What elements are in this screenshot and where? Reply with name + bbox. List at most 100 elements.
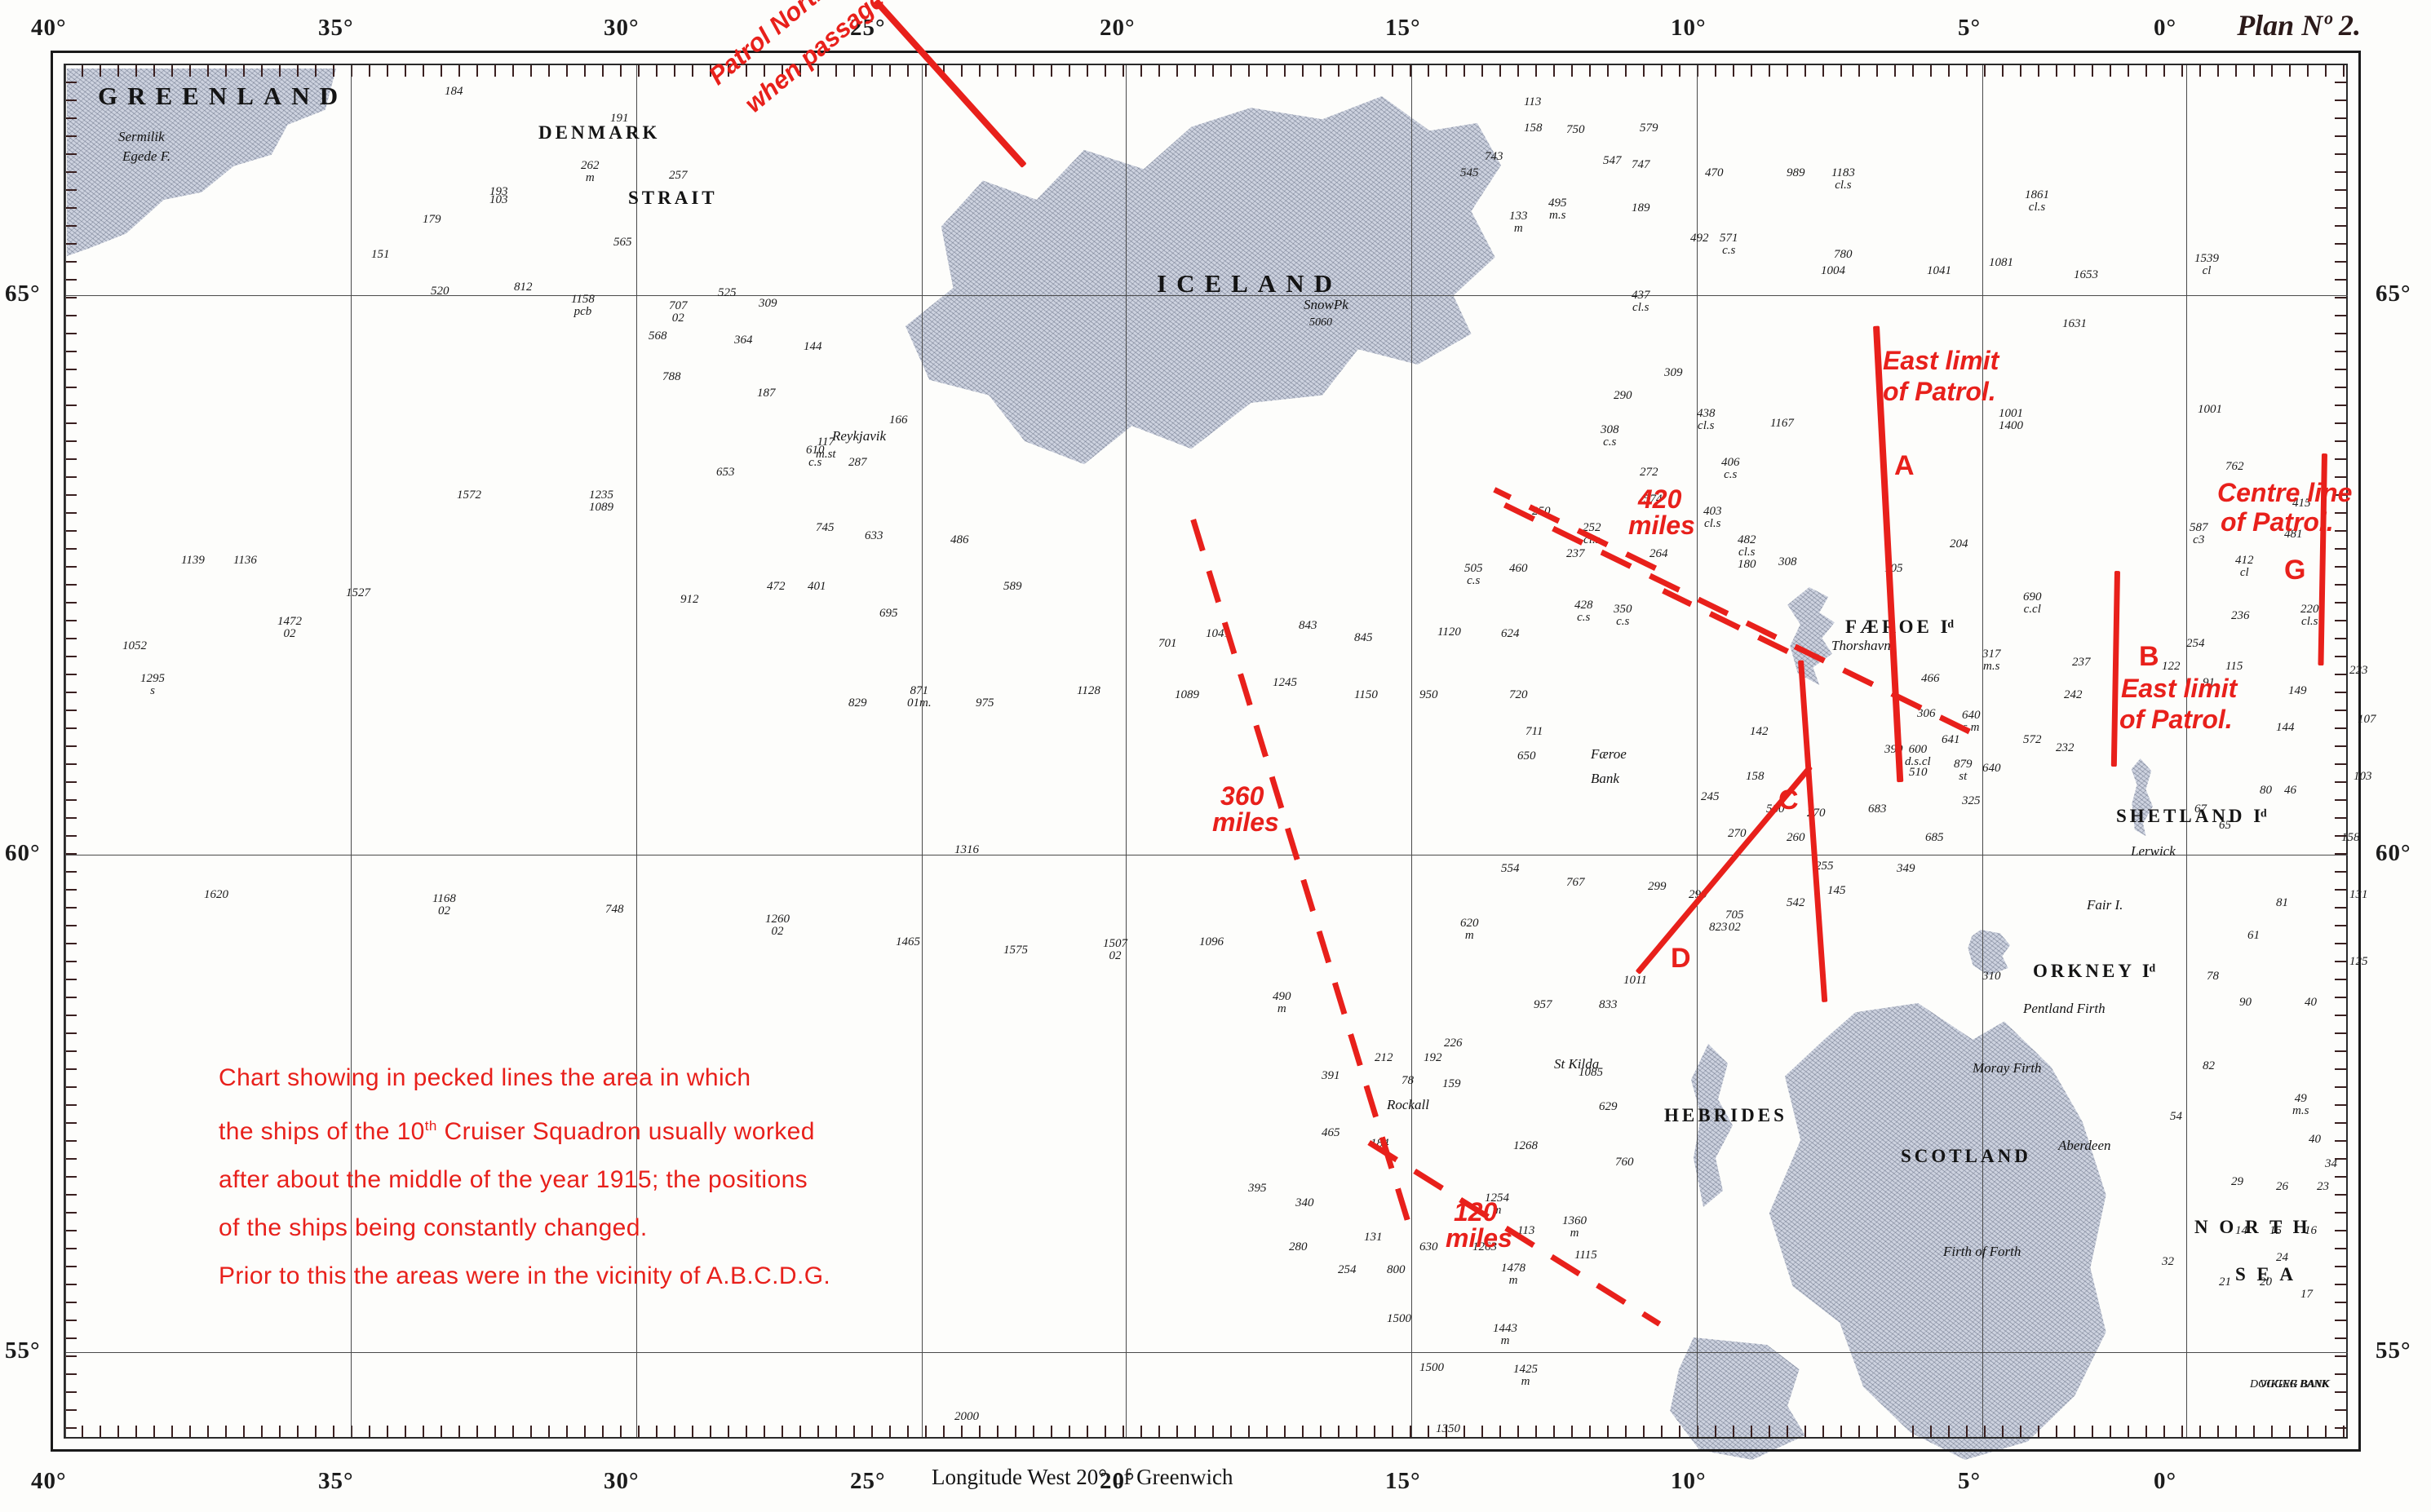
lon-label-top-0: 0°: [2154, 15, 2177, 41]
sounding-value: 1085: [1579, 1066, 1603, 1079]
place-label-lerwick: Lerwick: [2131, 843, 2176, 859]
lon-label-bottom-35: 35°: [318, 1468, 354, 1494]
sounding-value: 308: [1778, 555, 1797, 568]
sounding-value: 707 02: [669, 299, 688, 325]
sounding-value: 472: [767, 580, 786, 593]
sounding-value: 545: [1460, 166, 1479, 179]
sounding-value: 950: [1419, 688, 1438, 701]
sounding-value: 720: [1509, 688, 1528, 701]
sounding-value: 1539 cl: [2194, 252, 2219, 278]
sounding-value: 1472 02: [277, 615, 302, 641]
sounding-value: 103: [489, 193, 508, 206]
meridian-10w: [1697, 65, 1698, 1437]
sounding-value: 633: [865, 529, 883, 542]
sounding-value: 747: [1632, 158, 1650, 171]
sounding-value: 309: [1664, 366, 1683, 379]
sounding-value: 1081: [1989, 256, 2013, 269]
sounding-value: 554: [1501, 862, 1520, 875]
sounding-value: 310: [1982, 970, 2001, 983]
sounding-value: 1861 cl.s: [2025, 188, 2049, 214]
chart-frame-outer: [51, 51, 2361, 1452]
patrol-marker-g: G: [2284, 555, 2306, 586]
sounding-value: 542: [1787, 896, 1805, 909]
sounding-value: 158: [1524, 122, 1543, 135]
sounding-value: 610 c.s: [806, 444, 825, 470]
lon-label-top-10: 10°: [1671, 15, 1707, 41]
place-label-hebrides: HEBRIDES: [1664, 1105, 1787, 1125]
sounding-value: 260: [1787, 831, 1805, 844]
lon-label-bottom-20: 20°: [1100, 1468, 1136, 1494]
sounding-value: 1478 m: [1501, 1262, 1525, 1288]
place-label-shetland: SHETLAND Iͩ: [2116, 806, 2270, 826]
chart-caption: Chart showing in pecked lines the area i…: [219, 1054, 830, 1300]
sounding-value: 1136: [233, 554, 257, 567]
sounding-value: 525: [718, 286, 737, 299]
sounding-value: 1653: [2074, 268, 2098, 281]
sounding-value: 1500: [1419, 1361, 1444, 1374]
sounding-value: 571 c.s: [1720, 232, 1738, 258]
sounding-value: 223: [2349, 664, 2368, 677]
sounding-value: 683: [1868, 802, 1887, 816]
sounding-value: 232: [2056, 741, 2075, 754]
sounding-value: 287: [848, 456, 867, 469]
east-limit-a-label-line1: East limit: [1883, 346, 1999, 375]
sounding-value: 16: [2305, 1224, 2317, 1237]
sounding-value: 760: [1615, 1156, 1634, 1169]
sounding-value: 1254 m: [1485, 1191, 1509, 1218]
sounding-value: 1316: [954, 843, 979, 856]
sounding-value: 184: [445, 85, 463, 98]
sounding-value: 701: [1158, 637, 1177, 650]
sounding-value: 1527: [346, 586, 370, 599]
place-label-vikingbank: VIKING BANK: [2260, 1378, 2330, 1390]
sounding-value: 695: [879, 607, 898, 620]
sounding-value: 299: [1648, 880, 1667, 893]
lat-label-right-60: 60°: [2376, 840, 2411, 866]
sounding-value: 630: [1419, 1240, 1438, 1253]
sounding-value: 78: [2207, 970, 2219, 983]
sounding-value: 490 m: [1273, 990, 1291, 1016]
sounding-value: 412 cl: [2235, 554, 2254, 580]
sounding-value: 270: [1728, 827, 1747, 840]
place-label-pentland: Pentland Firth: [2023, 1001, 2106, 1016]
place-label-snowpk: SnowPk: [1304, 297, 1348, 312]
sounding-value: 406 c.s: [1721, 456, 1740, 482]
meridian-15w: [1411, 65, 1412, 1437]
sounding-value: 237: [1566, 547, 1585, 560]
sounding-value: 91: [2203, 676, 2215, 689]
sounding-value: 620 m: [1460, 917, 1479, 943]
sounding-value: 1167: [1770, 417, 1794, 430]
sounding-value: 711: [1525, 725, 1543, 738]
sounding-value: 15: [2269, 1224, 2282, 1237]
sounding-value: 142: [1750, 725, 1769, 738]
sounding-value: 61: [2247, 929, 2260, 942]
sounding-value: 812: [514, 281, 533, 294]
sounding-value: 226: [1444, 1037, 1463, 1050]
sounding-value: 547: [1603, 154, 1622, 167]
sounding-value: 989: [1787, 166, 1805, 179]
sounding-value: 255: [1815, 860, 1834, 873]
sounding-value: 415: [2292, 497, 2311, 510]
centre-line-label-line1: Centre line: [2217, 478, 2353, 507]
sounding-value: 40: [2309, 1133, 2321, 1146]
sounding-value: 166: [889, 413, 908, 427]
lon-label-bottom-0: 0°: [2154, 1468, 2177, 1494]
sounding-value: 1295 s: [140, 672, 165, 698]
lat-label-left-60: 60°: [5, 840, 41, 866]
sounding-value: 308 c.s: [1601, 423, 1619, 449]
sounding-value: 833: [1599, 998, 1618, 1011]
sounding-value: 81: [2276, 896, 2288, 909]
lon-label-top-35: 35°: [318, 15, 354, 41]
place-label-thorshavn: Thorshavn: [1831, 638, 1891, 653]
sounding-value: 290: [1614, 389, 1632, 402]
sounding-value: 187: [757, 387, 776, 400]
sounding-value: 21: [2219, 1275, 2231, 1289]
sounding-value: 823: [1709, 921, 1728, 934]
sounding-value: 1465: [896, 935, 920, 948]
longitude-axis-label: Longitude West 20° of Greenwich: [932, 1465, 1233, 1489]
sounding-value: 1183 cl.s: [1831, 166, 1855, 192]
sounding-value: 1011: [1623, 974, 1647, 987]
sounding-value: 1260 02: [765, 913, 790, 939]
sounding-value: 481: [2284, 528, 2303, 541]
plan-number-title: Plan Nº 2.: [2237, 9, 2361, 42]
place-label-stkilda: St Kilda: [1554, 1056, 1600, 1072]
